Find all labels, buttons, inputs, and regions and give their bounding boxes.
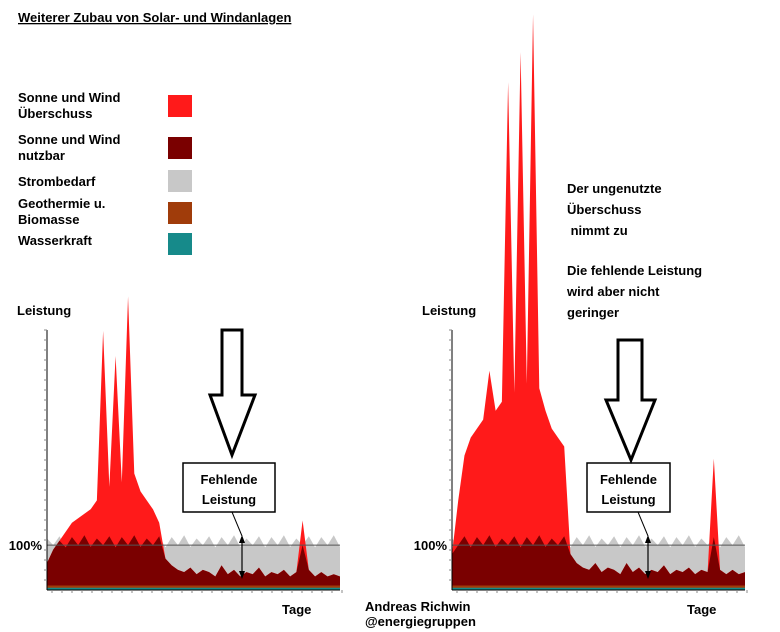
credit: Andreas Richwin @energiegruppen xyxy=(365,599,476,629)
legend-label: Geothermie u. Biomasse xyxy=(18,196,105,227)
area xyxy=(47,587,340,590)
callout: Fehlende Leistung xyxy=(600,472,657,507)
chart: 100% Leistung Tage Fehlende Leistung xyxy=(9,296,343,617)
area xyxy=(47,535,340,590)
callout: Fehlende Leistung xyxy=(200,472,257,507)
legend-label: Sonne und Wind nutzbar xyxy=(18,132,120,163)
leader xyxy=(231,511,243,537)
legend-label: Wasserkraft xyxy=(18,233,93,248)
y-tick-label: 100% xyxy=(9,538,43,553)
x-axis-label: Tage xyxy=(687,602,716,617)
y-axis-label: Leistung xyxy=(17,303,71,318)
area xyxy=(452,14,745,590)
arrow xyxy=(603,338,658,464)
y-tick-label: 100% xyxy=(414,538,448,553)
legend-swatch xyxy=(168,137,192,159)
callout-box xyxy=(586,462,671,513)
legend-swatch xyxy=(168,95,192,117)
callout-box xyxy=(182,462,276,513)
legend-swatch xyxy=(168,170,192,192)
legend-swatch xyxy=(168,202,192,224)
area xyxy=(47,296,340,590)
legend-label: Sonne und Wind Überschuss xyxy=(18,90,120,121)
legend-swatch xyxy=(168,233,192,255)
area xyxy=(452,535,745,590)
leader xyxy=(637,511,649,537)
annotation: Der ungenutzte Überschuss nimmt zu xyxy=(567,181,662,238)
annotation: Die fehlende Leistung wird aber nicht geri… xyxy=(566,263,702,320)
y-axis-label: Leistung xyxy=(422,303,476,318)
x-axis-label: Tage xyxy=(282,602,311,617)
title: Weiterer Zubau von Solar- und Windanlage… xyxy=(18,10,291,25)
arrow xyxy=(207,328,258,460)
area xyxy=(452,587,745,590)
legend-label: Strombedarf xyxy=(18,174,96,189)
chart: 100% Leistung Tage Fehlende Leistung Der unge… xyxy=(414,14,748,617)
